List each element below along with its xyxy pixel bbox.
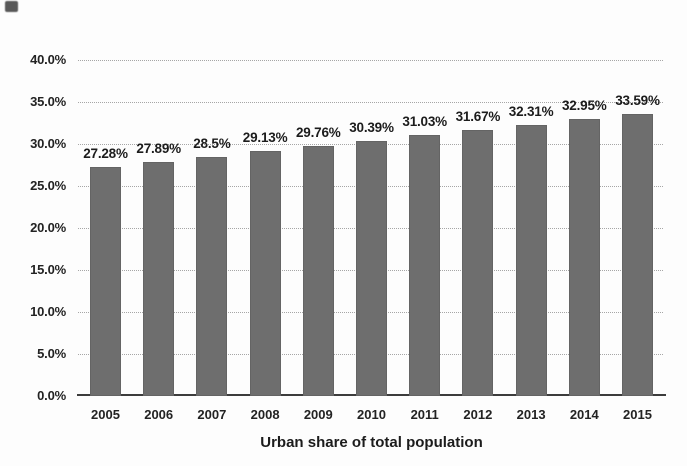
- bar-value-label: 29.76%: [296, 125, 341, 141]
- bar-2014: [568, 119, 600, 396]
- bar-value-label: 31.67%: [455, 108, 501, 124]
- x-tick-label-2005: 2005: [91, 407, 120, 422]
- y-tick-label: 15.0%: [30, 262, 66, 277]
- bar-value-label: 27.28%: [83, 145, 128, 161]
- scan-artifact: [5, 1, 18, 12]
- y-tick-label: 20.0%: [30, 220, 66, 235]
- y-tick-label: 30.0%: [30, 136, 66, 151]
- y-tick-label: 5.0%: [37, 346, 66, 361]
- bar-2009: [302, 146, 334, 396]
- gridline-40: [78, 60, 663, 61]
- x-tick-label-2009: 2009: [303, 407, 333, 422]
- x-tick-label-2010: 2010: [357, 407, 386, 422]
- bar-value-label: 27.89%: [136, 140, 181, 156]
- x-tick-label-2008: 2008: [250, 407, 280, 422]
- y-tick-label: 0.0%: [37, 388, 66, 403]
- gridline-35: [78, 102, 663, 103]
- bar-2005: [90, 166, 121, 396]
- y-tick-label: 35.0%: [30, 94, 66, 109]
- bar-value-label: 32.31%: [508, 103, 554, 119]
- y-tick-label: 25.0%: [30, 178, 66, 193]
- bar-2007: [196, 156, 228, 396]
- x-tick-label-2006: 2006: [144, 407, 174, 422]
- bar-value-label: 29.13%: [242, 130, 288, 146]
- x-tick-label-2011: 2011: [410, 407, 439, 422]
- bar-2008: [249, 151, 281, 396]
- y-tick-label: 10.0%: [30, 304, 66, 319]
- bar-2012: [462, 129, 494, 396]
- bar-value-label: 28.5%: [193, 135, 231, 151]
- bar-2006: [143, 161, 175, 396]
- x-tick-label-2013: 2013: [516, 407, 546, 422]
- x-tick-label-2007: 2007: [197, 407, 227, 422]
- bar-value-label: 30.39%: [349, 119, 394, 135]
- x-axis-title: Urban share of total population: [260, 434, 483, 451]
- bar-value-label: 31.03%: [402, 114, 447, 130]
- bar-2015: [622, 113, 653, 396]
- bar-2013: [515, 124, 547, 396]
- x-tick-label-2012: 2012: [463, 407, 493, 422]
- bar-value-label: 33.59%: [615, 92, 660, 108]
- bar-value-label: 32.95%: [562, 98, 607, 114]
- x-tick-label-2014: 2014: [569, 407, 599, 422]
- bar-2010: [356, 140, 387, 396]
- y-tick-label: 40.0%: [30, 52, 66, 67]
- bar-2011: [409, 135, 441, 396]
- x-tick-label-2015: 2015: [623, 407, 652, 422]
